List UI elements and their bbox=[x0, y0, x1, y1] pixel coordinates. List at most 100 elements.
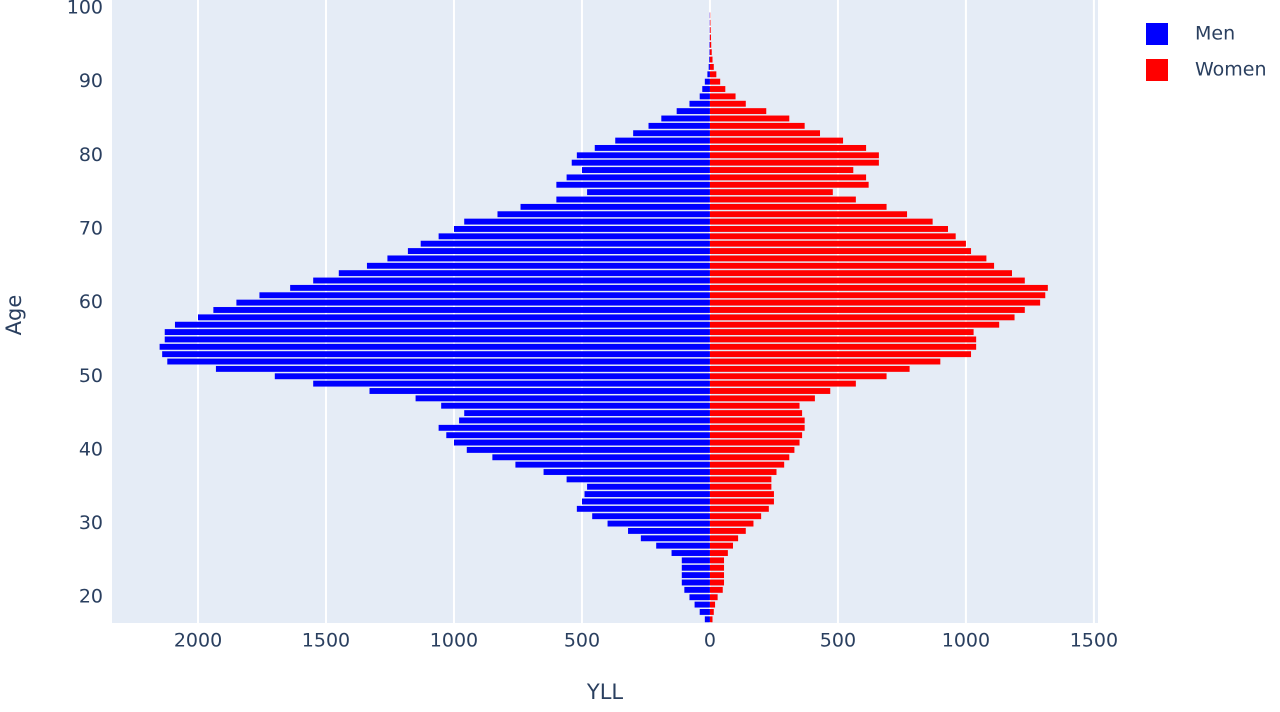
bar bbox=[709, 579, 725, 586]
bar bbox=[676, 108, 710, 115]
bar bbox=[709, 380, 856, 387]
bar bbox=[607, 520, 710, 527]
bar bbox=[709, 122, 805, 129]
bar bbox=[709, 270, 1012, 277]
bar bbox=[587, 483, 710, 490]
bar bbox=[709, 321, 1000, 328]
bar bbox=[709, 564, 725, 571]
bar bbox=[571, 159, 710, 166]
bar bbox=[164, 329, 710, 336]
y-tick-label: 20 bbox=[79, 586, 103, 608]
bar bbox=[709, 196, 856, 203]
bar bbox=[709, 505, 769, 512]
bar bbox=[709, 277, 1025, 284]
bar bbox=[709, 351, 972, 358]
bar bbox=[709, 137, 844, 144]
bar bbox=[709, 395, 815, 402]
bar bbox=[366, 262, 710, 269]
legend-swatch bbox=[1146, 59, 1168, 81]
bar bbox=[709, 402, 800, 409]
bar bbox=[709, 343, 977, 350]
bar bbox=[709, 417, 805, 424]
bar bbox=[709, 19, 711, 26]
bar bbox=[566, 476, 710, 483]
bar bbox=[709, 498, 774, 505]
bar bbox=[407, 248, 710, 254]
bar bbox=[709, 56, 713, 63]
bar bbox=[459, 417, 710, 424]
x-tick-label: 1000 bbox=[430, 630, 478, 652]
bar bbox=[648, 122, 710, 129]
bar bbox=[709, 63, 714, 70]
bar bbox=[236, 299, 710, 306]
bar bbox=[709, 255, 987, 262]
bar bbox=[709, 71, 717, 78]
bar bbox=[313, 380, 710, 387]
bar bbox=[709, 513, 762, 520]
bar bbox=[369, 388, 710, 394]
bar bbox=[709, 388, 831, 394]
bar bbox=[709, 557, 725, 564]
bar bbox=[709, 542, 733, 549]
bar bbox=[709, 174, 867, 181]
bar bbox=[709, 424, 805, 431]
bar bbox=[441, 402, 710, 409]
bar bbox=[215, 365, 710, 372]
bar bbox=[515, 461, 710, 468]
bar bbox=[581, 167, 710, 173]
bar bbox=[689, 594, 710, 601]
bar bbox=[387, 255, 710, 262]
x-axis-title: YLL bbox=[586, 680, 624, 704]
bar bbox=[709, 93, 736, 100]
bar bbox=[707, 71, 710, 78]
bar bbox=[592, 513, 710, 520]
bar bbox=[709, 373, 887, 380]
bar bbox=[584, 491, 710, 498]
bar bbox=[594, 144, 710, 151]
bar bbox=[709, 167, 854, 173]
bar bbox=[709, 152, 879, 159]
bar bbox=[709, 446, 795, 453]
bar bbox=[497, 211, 710, 218]
bar bbox=[213, 307, 710, 313]
bar bbox=[159, 343, 710, 350]
bar bbox=[709, 27, 711, 34]
bar bbox=[709, 609, 714, 615]
x-tick-label: 1500 bbox=[1070, 630, 1118, 652]
legend-swatch bbox=[1146, 23, 1168, 45]
bar bbox=[709, 601, 716, 608]
bar bbox=[699, 609, 710, 615]
bar bbox=[661, 115, 710, 122]
x-tick-label: 1500 bbox=[302, 630, 350, 652]
bar bbox=[466, 446, 710, 453]
y-tick-label: 50 bbox=[79, 365, 103, 387]
bar bbox=[709, 410, 803, 417]
bar bbox=[681, 572, 710, 579]
bar bbox=[556, 181, 710, 188]
bar bbox=[709, 535, 739, 542]
bar bbox=[543, 469, 710, 475]
bar bbox=[681, 579, 710, 586]
bar bbox=[709, 476, 772, 483]
bar bbox=[709, 144, 867, 151]
bar bbox=[259, 292, 710, 299]
bar bbox=[709, 299, 1041, 306]
bar bbox=[671, 550, 710, 556]
bar bbox=[556, 196, 710, 203]
legend-label: Men bbox=[1195, 23, 1235, 45]
bar bbox=[290, 284, 710, 291]
bar bbox=[709, 336, 977, 343]
x-tick-label: 500 bbox=[564, 630, 600, 652]
bar bbox=[628, 527, 710, 534]
bar bbox=[709, 189, 833, 196]
bar bbox=[164, 336, 710, 343]
bar bbox=[709, 586, 723, 593]
bar bbox=[587, 189, 710, 196]
bar bbox=[709, 211, 908, 218]
x-tick-label: 2000 bbox=[174, 630, 222, 652]
bar bbox=[709, 284, 1048, 291]
bar bbox=[709, 159, 879, 166]
bar bbox=[709, 572, 725, 579]
bar bbox=[709, 233, 956, 240]
